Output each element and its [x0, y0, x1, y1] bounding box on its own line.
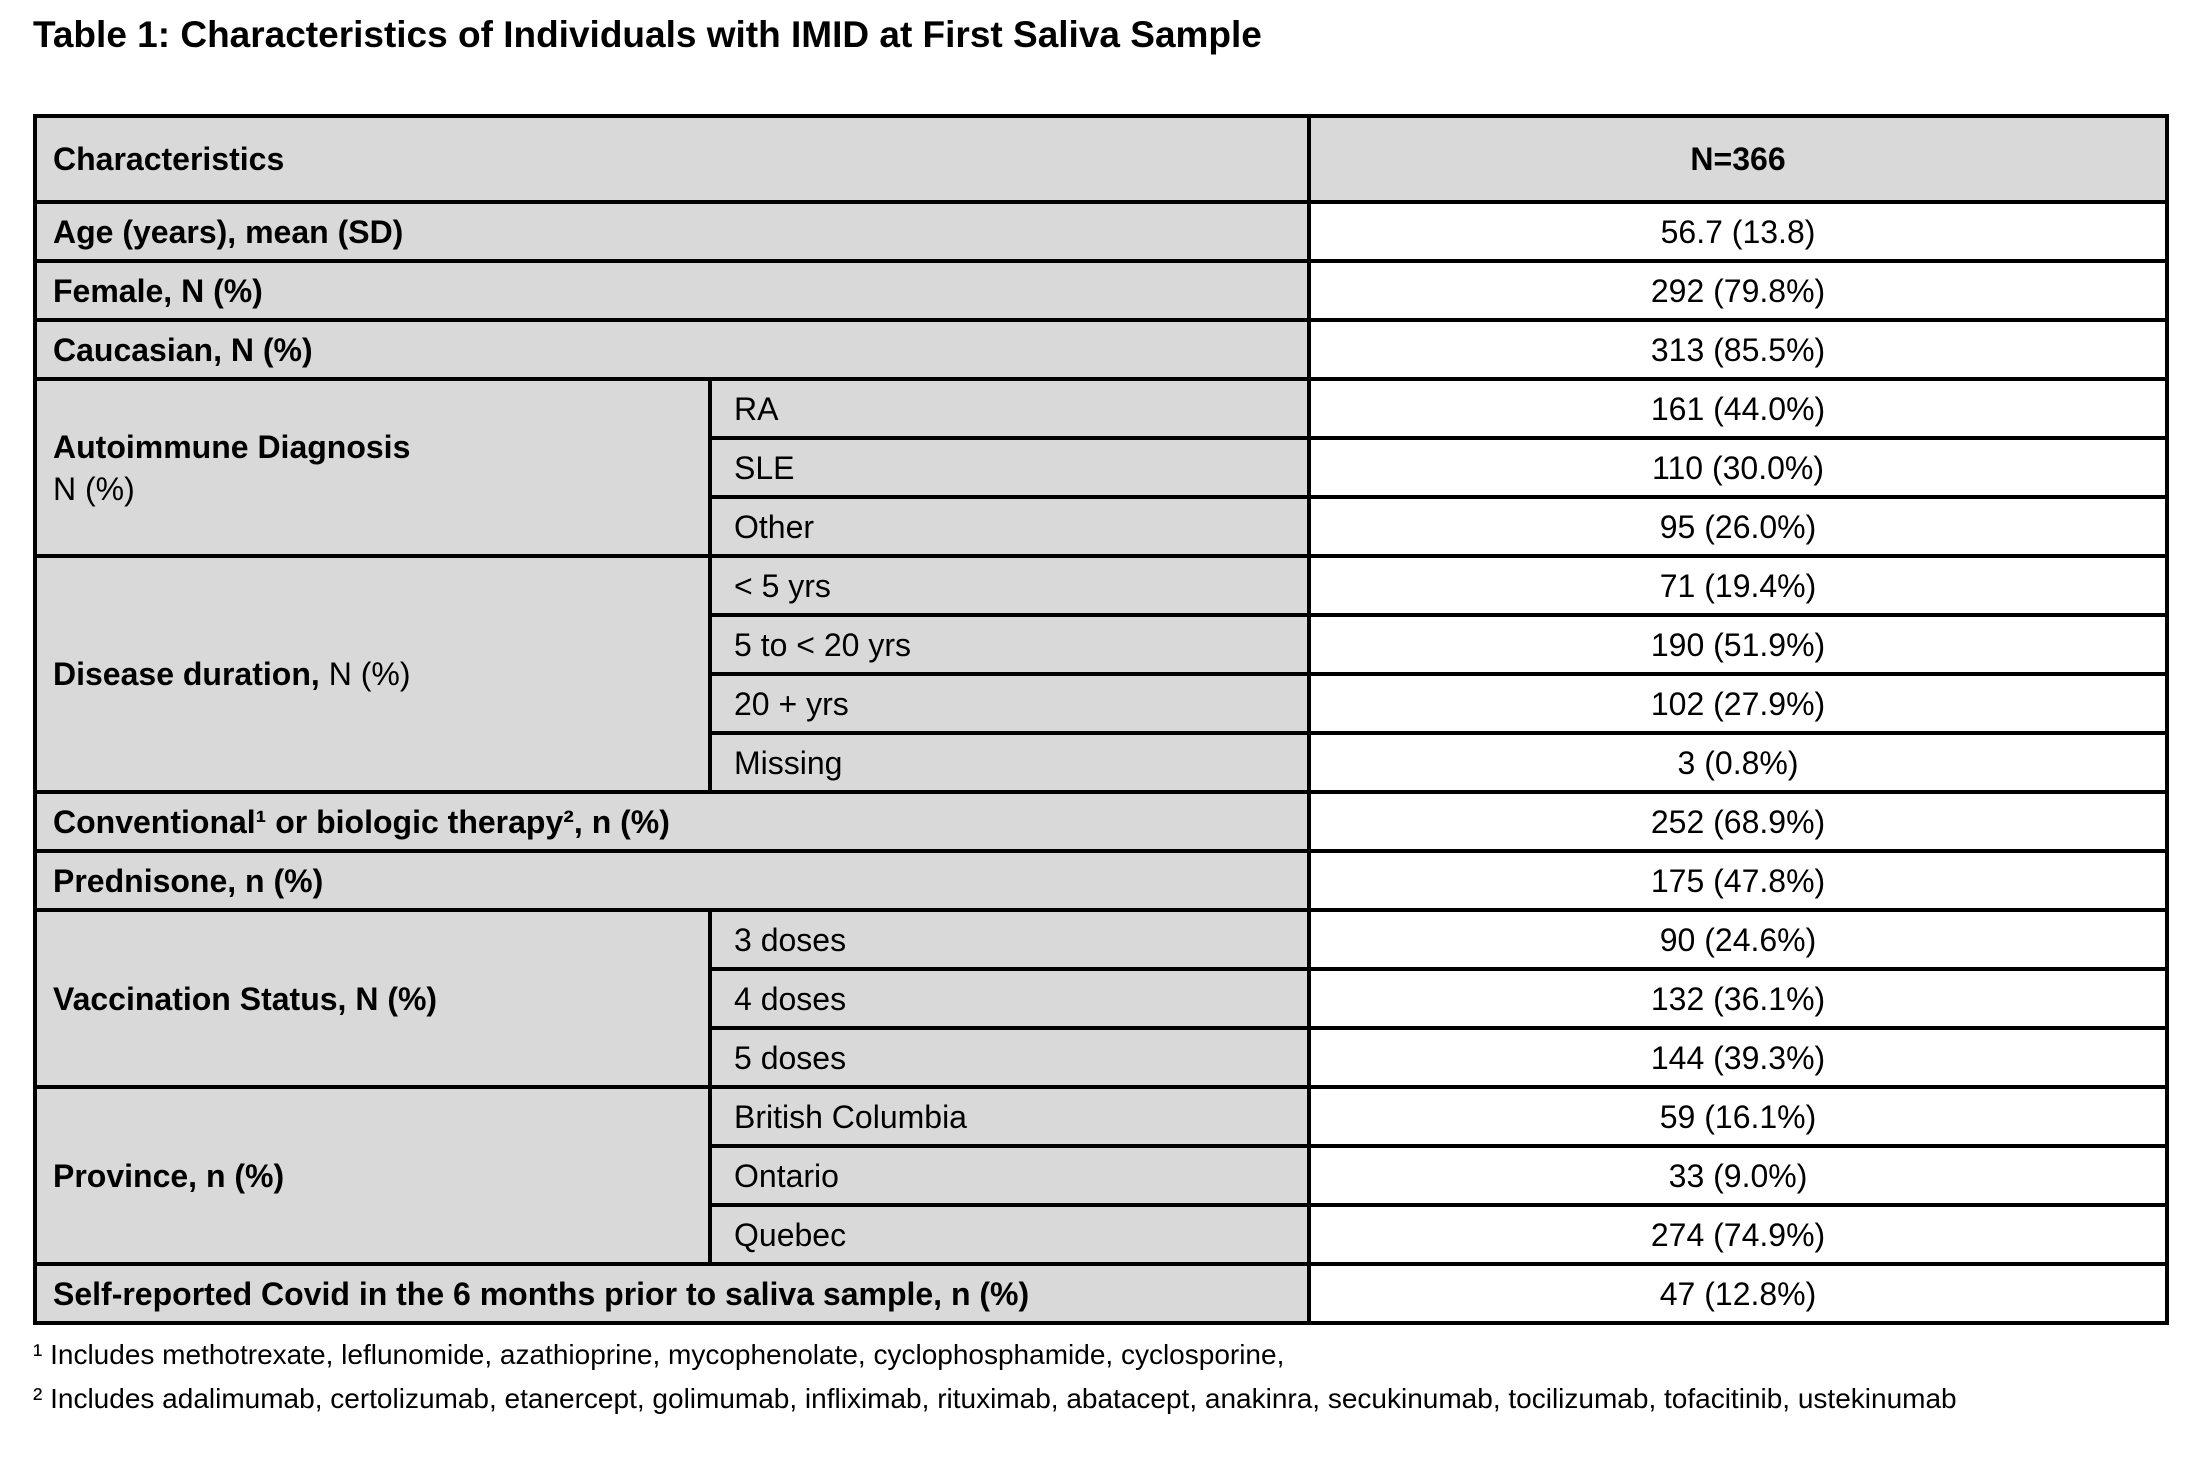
table-row-age: Age (years), mean (SD) 56.7 (13.8) — [32, 200, 2170, 263]
group-label-vaccination-status: Vaccination Status, N (%) — [33, 908, 712, 1089]
row-value: 132 (36.1%) — [1307, 968, 2170, 1030]
table-title: Table 1: Characteristics of Individuals … — [33, 14, 1262, 55]
row-label: Age (years), mean (SD) — [32, 200, 1312, 263]
table-row-autoimmune-ra: Autoimmune Diagnosis N (%) RA 161 (44.0%… — [33, 377, 2170, 558]
row-label: Prednisone, n (%) — [32, 849, 1312, 912]
table-row-caucasian: Caucasian, N (%) 313 (85.5%) — [32, 318, 2170, 381]
row-label: Self-reported Covid in the 6 months prio… — [32, 1262, 1312, 1325]
footnote-1: ¹ Includes methotrexate, leflunomide, az… — [33, 1339, 1285, 1370]
sub-label: Missing — [707, 732, 1312, 794]
sub-label: 3 doses — [707, 908, 1312, 971]
group-label-bold: Vaccination Status, N (%) — [53, 980, 438, 1017]
group-label-regular: N (%) — [328, 656, 411, 692]
table-row-self-reported-covid: Self-reported Covid in the 6 months prio… — [32, 1262, 2170, 1325]
table-row-autoimmune-other: Other 95 (26.0%) — [35, 496, 2170, 558]
row-value: 33 (9.0%) — [1307, 1145, 2170, 1207]
row-value: 144 (39.3%) — [1307, 1027, 2170, 1089]
table-row-therapy: Conventional¹ or biologic therapy², n (%… — [32, 790, 2170, 853]
row-value: 71 (19.4%) — [1307, 554, 2170, 617]
row-value: 313 (85.5%) — [1307, 318, 2170, 381]
sub-label: SLE — [707, 437, 1312, 499]
group-label-bold: Disease duration, — [53, 656, 320, 692]
row-label: Female, N (%) — [32, 259, 1312, 322]
group-label-bold: Province, n (%) — [53, 1157, 285, 1194]
row-value: 90 (24.6%) — [1307, 908, 2170, 971]
sub-label: < 5 yrs — [707, 554, 1312, 617]
sub-label: RA — [707, 377, 1312, 440]
group-label-line1: Autoimmune Diagnosis — [53, 428, 411, 465]
header-characteristics-cell: Characteristics — [32, 114, 1312, 204]
row-value: 47 (12.8%) — [1307, 1262, 2170, 1325]
group-label-line2: N (%) — [53, 470, 135, 507]
group-label-autoimmune-diagnosis: Autoimmune Diagnosis N (%) — [33, 377, 712, 558]
row-value: 102 (27.9%) — [1307, 673, 2170, 735]
row-value: 175 (47.8%) — [1307, 849, 2170, 912]
row-label: Conventional¹ or biologic therapy², n (%… — [32, 790, 1312, 853]
row-value: 59 (16.1%) — [1307, 1085, 2170, 1148]
row-value: 56.7 (13.8) — [1307, 200, 2170, 263]
table-row-duration-missing: Missing 3 (0.8%) — [35, 732, 2170, 794]
row-value: 3 (0.8%) — [1307, 732, 2170, 794]
sub-label: British Columbia — [707, 1085, 1312, 1148]
group-label-disease-duration: Disease duration, N (%) — [33, 554, 712, 794]
table-row-duration-5to20: 5 to < 20 yrs 190 (51.9%) — [35, 614, 2170, 676]
table-row-vaccination-4doses: 4 doses 132 (36.1%) — [35, 968, 2170, 1030]
footnote-2: ² Includes adalimumab, certolizumab, eta… — [33, 1383, 1957, 1414]
table-row-female: Female, N (%) 292 (79.8%) — [32, 259, 2170, 322]
table-row-province-quebec: Quebec 274 (74.9%) — [35, 1204, 2170, 1266]
sub-label: Quebec — [707, 1204, 1312, 1266]
row-value: 252 (68.9%) — [1307, 790, 2170, 853]
table-row-province-ontario: Ontario 33 (9.0%) — [35, 1145, 2170, 1207]
sub-label: Ontario — [707, 1145, 1312, 1207]
table-row-province-bc: Province, n (%) British Columbia 59 (16.… — [33, 1085, 2170, 1266]
footnotes: ¹ Includes methotrexate, leflunomide, az… — [33, 1333, 2093, 1421]
sub-label: Other — [707, 496, 1312, 558]
row-value: 161 (44.0%) — [1307, 377, 2170, 440]
sub-label: 5 to < 20 yrs — [707, 614, 1312, 676]
page: Table 1: Characteristics of Individuals … — [32, 14, 2170, 1421]
header-n-cell: N=366 — [1307, 114, 2170, 204]
table-row-prednisone: Prednisone, n (%) 175 (47.8%) — [32, 849, 2170, 912]
group-label-province: Province, n (%) — [33, 1085, 712, 1266]
row-label: Caucasian, N (%) — [32, 318, 1312, 381]
sub-label: 5 doses — [707, 1027, 1312, 1089]
characteristics-table: Characteristics N=366 Age (years), mean … — [32, 114, 2170, 1325]
table-row-vaccination-5doses: 5 doses 144 (39.3%) — [35, 1027, 2170, 1089]
row-value: 190 (51.9%) — [1307, 614, 2170, 676]
row-value: 292 (79.8%) — [1307, 259, 2170, 322]
table-row-duration-lt5: Disease duration, N (%) < 5 yrs 71 (19.4%… — [33, 554, 2170, 794]
sub-label: 20 + yrs — [707, 673, 1312, 735]
row-value: 110 (30.0%) — [1307, 437, 2170, 499]
table-row-vaccination-3doses: Vaccination Status, N (%) 3 doses 90 (24… — [33, 908, 2170, 1089]
sub-label: 4 doses — [707, 968, 1312, 1030]
row-value: 95 (26.0%) — [1307, 496, 2170, 558]
table-header-row: Characteristics N=366 — [32, 114, 2170, 204]
table-row-autoimmune-sle: SLE 110 (30.0%) — [35, 437, 2170, 499]
row-value: 274 (74.9%) — [1307, 1204, 2170, 1266]
table-row-duration-20plus: 20 + yrs 102 (27.9%) — [35, 673, 2170, 735]
